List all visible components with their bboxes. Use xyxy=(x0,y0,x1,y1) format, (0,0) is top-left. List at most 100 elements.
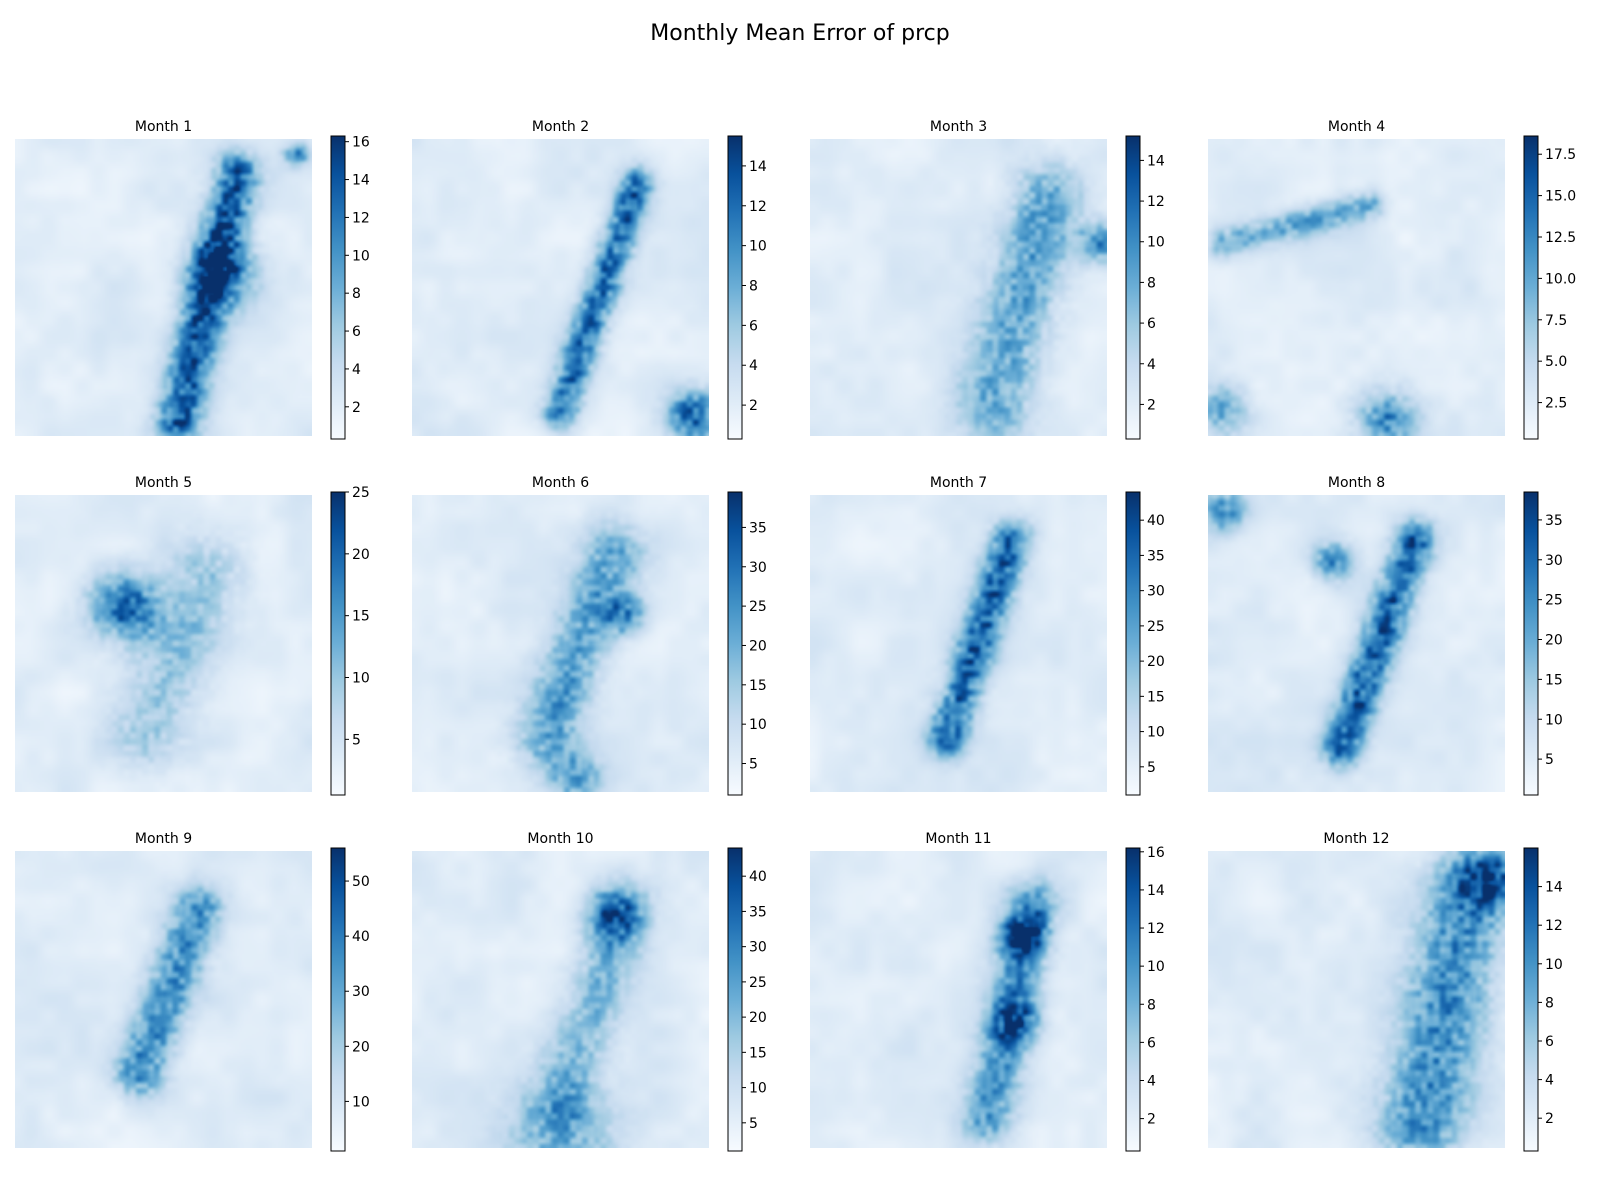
colorbar-tick-label: 14 xyxy=(1545,880,1563,896)
colorbar-tick-label: 40 xyxy=(749,869,767,885)
colorbar xyxy=(1523,847,1539,1152)
panel-title: Month 8 xyxy=(1328,475,1385,491)
heatmap-image xyxy=(412,495,709,792)
colorbar-tick-label: 4 xyxy=(352,362,361,378)
colorbar-tick-label: 5 xyxy=(749,1116,758,1132)
panel-title: Month 11 xyxy=(925,831,991,847)
panel-title: Month 6 xyxy=(532,475,589,491)
colorbar-tick-label: 15 xyxy=(1545,672,1563,688)
colorbar-tick-label: 50 xyxy=(352,874,370,890)
panel-title: Month 7 xyxy=(930,475,987,491)
colorbar-tick-label: 30 xyxy=(1147,584,1165,600)
colorbar xyxy=(330,135,346,440)
colorbar-tick-label: 10 xyxy=(352,1094,370,1110)
panel-title: Month 5 xyxy=(135,475,192,491)
panel-title: Month 9 xyxy=(135,831,192,847)
colorbar-tick-label: 6 xyxy=(1545,1034,1554,1050)
colorbar-tick-label: 30 xyxy=(1545,553,1563,569)
colorbar-tick-label: 6 xyxy=(1147,316,1156,332)
heatmap-image xyxy=(1208,139,1505,436)
colorbar-tick-label: 10 xyxy=(1147,235,1165,251)
colorbar-tick-label: 12 xyxy=(1147,921,1165,937)
heatmap-panel: Month 6 5 10 15 20 25 30 35 xyxy=(412,475,767,796)
colorbar-tick-label: 2 xyxy=(1147,397,1156,413)
colorbar-tick-label: 2 xyxy=(749,398,758,414)
panel-title: Month 12 xyxy=(1323,831,1389,847)
panel-title: Month 1 xyxy=(135,119,192,135)
colorbar-tick-label: 14 xyxy=(352,173,370,189)
heatmap-panel: Month 1 2 4 6 8 10 12 14 16 xyxy=(15,119,370,440)
colorbar-tick-label: 6 xyxy=(352,324,361,340)
colorbar-tick-label: 14 xyxy=(1147,153,1165,169)
colorbar-tick-label: 10 xyxy=(749,717,767,733)
colorbar xyxy=(1125,135,1141,440)
colorbar-tick-label: 2 xyxy=(352,400,361,416)
colorbar xyxy=(1125,847,1141,1152)
heatmap-panel: Month 12 2 4 6 8 10 12 14 xyxy=(1208,831,1563,1152)
colorbar xyxy=(1125,491,1141,796)
colorbar-tick-label: 6 xyxy=(749,318,758,334)
colorbar xyxy=(1523,491,1539,796)
heatmap-panel: Month 7 5 10 15 20 25 30 35 40 xyxy=(810,475,1165,796)
heatmap-panel: Month 9 10 20 30 40 50 xyxy=(15,831,370,1152)
colorbar-tick-label: 20 xyxy=(352,1039,370,1055)
colorbar-tick-label: 10 xyxy=(1147,959,1165,975)
colorbar-tick-label: 10 xyxy=(1545,712,1563,728)
figure-title: Monthly Mean Error of prcp xyxy=(650,21,949,46)
colorbar-tick-label: 20 xyxy=(1545,633,1563,649)
colorbar-tick-label: 35 xyxy=(1147,548,1165,564)
colorbar-tick-label: 5 xyxy=(1147,760,1156,776)
panel-title: Month 3 xyxy=(930,119,987,135)
colorbar-tick-label: 7.5 xyxy=(1545,313,1567,329)
heatmap-image xyxy=(810,139,1107,436)
colorbar-tick-label: 30 xyxy=(352,984,370,1000)
colorbar-tick-label: 25 xyxy=(1545,593,1563,609)
colorbar-tick-label: 12.5 xyxy=(1545,230,1576,246)
colorbar-tick-label: 4 xyxy=(1147,1073,1156,1089)
heatmap-image xyxy=(810,495,1107,792)
colorbar xyxy=(727,847,743,1152)
colorbar-tick-label: 10 xyxy=(352,248,370,264)
colorbar-tick-label: 8 xyxy=(1147,997,1156,1013)
heatmap-image xyxy=(15,139,312,436)
colorbar-tick-label: 17.5 xyxy=(1545,147,1576,163)
colorbar-tick-label: 12 xyxy=(1147,194,1165,210)
colorbar-tick-label: 8 xyxy=(1147,275,1156,291)
heatmap-panel: Month 10 5 10 15 20 25 30 35 40 xyxy=(412,831,767,1152)
colorbar-tick-label: 12 xyxy=(352,210,370,226)
panel-title: Month 4 xyxy=(1328,119,1385,135)
colorbar xyxy=(727,491,743,796)
heatmap-image xyxy=(810,851,1107,1148)
colorbar-tick-label: 5 xyxy=(352,732,361,748)
colorbar-tick-label: 12 xyxy=(749,199,767,215)
colorbar-tick-label: 10 xyxy=(1147,725,1165,741)
colorbar-tick-label: 10 xyxy=(352,671,370,687)
colorbar-tick-label: 4 xyxy=(749,358,758,374)
colorbar-tick-label: 6 xyxy=(1147,1035,1156,1051)
colorbar xyxy=(330,491,346,796)
colorbar-tick-label: 10 xyxy=(749,1081,767,1097)
colorbar-tick-label: 5 xyxy=(749,757,758,773)
heatmap-image xyxy=(15,495,312,792)
colorbar-tick-label: 14 xyxy=(1147,883,1165,899)
heatmap-image xyxy=(412,851,709,1148)
heatmap-panel: Month 4 2.5 5.0 7.5 10.0 12.5 15.0 17.5 xyxy=(1208,119,1576,440)
panel-title: Month 2 xyxy=(532,119,589,135)
colorbar-tick-label: 5 xyxy=(1545,752,1554,768)
heatmap-panel: Month 2 2 4 6 8 10 12 14 xyxy=(412,119,767,440)
colorbar xyxy=(1523,135,1539,440)
colorbar-tick-label: 10.0 xyxy=(1545,271,1576,287)
colorbar-tick-label: 15 xyxy=(749,1045,767,1061)
heatmap-image xyxy=(1208,851,1505,1148)
colorbar-tick-label: 35 xyxy=(1545,513,1563,529)
colorbar-tick-label: 8 xyxy=(352,286,361,302)
colorbar-tick-label: 16 xyxy=(352,135,370,151)
colorbar-tick-label: 15 xyxy=(352,609,370,625)
colorbar-tick-label: 10 xyxy=(1545,957,1563,973)
colorbar-tick-label: 20 xyxy=(1147,654,1165,670)
colorbar-tick-label: 2.5 xyxy=(1545,396,1567,412)
heatmap-panel: Month 11 2 4 6 8 10 12 14 16 xyxy=(810,831,1165,1152)
colorbar xyxy=(330,847,346,1152)
colorbar-tick-label: 15.0 xyxy=(1545,189,1576,205)
